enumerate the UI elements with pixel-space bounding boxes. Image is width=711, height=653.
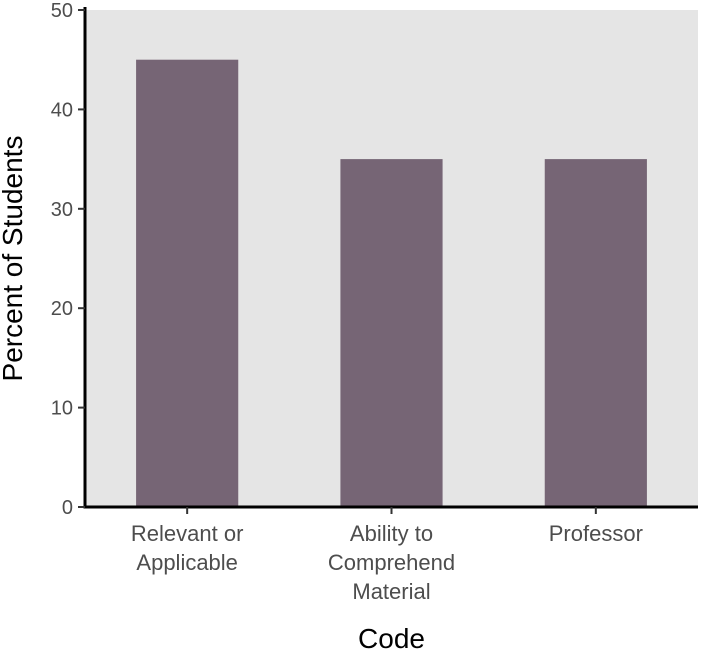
x-axis-ticks: Relevant or Applicable Ability to Comprehen… bbox=[131, 507, 643, 604]
x-tick-label: Relevant or Applicable bbox=[131, 521, 244, 575]
bar bbox=[340, 159, 443, 507]
bar bbox=[136, 59, 239, 507]
y-axis-title: Percent of Students bbox=[0, 136, 28, 382]
y-tick-label: 20 bbox=[51, 298, 73, 320]
bar bbox=[544, 159, 647, 507]
y-tick-label: 10 bbox=[51, 398, 73, 420]
x-tick-label: Professor bbox=[549, 521, 643, 546]
x-tick-label: Ability to Comprehend Material bbox=[328, 521, 455, 604]
bars-group bbox=[136, 59, 647, 507]
y-tick-label: 50 bbox=[51, 0, 73, 22]
y-tick-label: 0 bbox=[62, 497, 73, 519]
x-axis-title: Code bbox=[358, 623, 425, 653]
y-axis-ticks: 0 10 20 30 40 50 bbox=[51, 0, 85, 519]
y-tick-label: 30 bbox=[51, 199, 73, 221]
y-tick-label: 40 bbox=[51, 99, 73, 121]
